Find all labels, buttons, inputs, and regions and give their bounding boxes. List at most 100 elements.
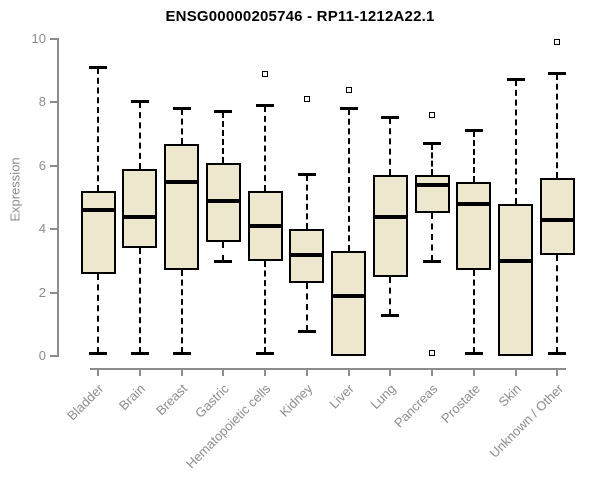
x-tick-mark (347, 368, 350, 376)
y-tick-mark (50, 228, 58, 231)
median-line (414, 182, 450, 187)
upper-whisker-cap (130, 100, 149, 104)
outlier-point (303, 96, 310, 103)
x-category-label: Lung (367, 381, 399, 413)
x-tick-mark (389, 368, 392, 376)
median-line (289, 252, 325, 257)
upper-whisker-cap (464, 128, 483, 132)
y-tick-mark (50, 38, 58, 40)
x-tick-mark (431, 368, 434, 376)
upper-whisker-line (222, 111, 225, 163)
box (456, 181, 492, 271)
box (414, 175, 450, 214)
box (331, 251, 367, 356)
x-category-label: Prostate (437, 381, 483, 426)
lower-whisker-cap (381, 313, 400, 317)
median-line (372, 214, 408, 219)
outlier-point (345, 86, 352, 93)
median-line (247, 224, 283, 229)
x-category-label: Pancreas (391, 381, 441, 431)
box (539, 178, 575, 255)
y-tick-mark (50, 164, 58, 167)
x-tick-mark (556, 368, 559, 376)
y-tick-label: 10 (31, 31, 46, 46)
lower-whisker-line (472, 270, 475, 353)
x-axis-line (90, 368, 566, 370)
lower-whisker-cap (464, 351, 483, 355)
upper-whisker-line (138, 102, 141, 169)
median-line (539, 217, 575, 222)
lower-whisker-cap (89, 351, 107, 355)
lower-whisker-line (431, 213, 434, 261)
upper-whisker-cap (172, 106, 191, 110)
upper-whisker-line (97, 67, 99, 192)
upper-whisker-line (431, 143, 434, 176)
median-line (205, 198, 241, 203)
box (372, 175, 408, 277)
lower-whisker-line (138, 248, 141, 353)
lower-whisker-line (556, 254, 559, 353)
lower-whisker-cap (256, 351, 275, 355)
upper-whisker-line (264, 105, 267, 192)
upper-whisker-line (347, 108, 350, 252)
lower-whisker-cap (297, 329, 316, 333)
upper-whisker-line (472, 130, 475, 182)
upper-whisker-line (389, 118, 392, 176)
x-category-label: Skin (495, 381, 525, 410)
median-line (331, 293, 367, 298)
median-line (80, 208, 116, 213)
y-tick-label: 4 (38, 221, 46, 237)
outlier-point (429, 112, 436, 119)
upper-whisker-cap (339, 106, 358, 110)
lower-whisker-line (97, 273, 99, 353)
lower-whisker-line (305, 283, 308, 331)
lower-whisker-line (264, 260, 267, 353)
x-tick-mark (514, 368, 517, 376)
box (80, 191, 116, 274)
x-category-label: Kidney (276, 381, 316, 420)
x-tick-mark (264, 368, 267, 376)
y-axis-line (57, 38, 59, 357)
y-tick-label: 8 (38, 94, 46, 110)
y-axis-label: Expression (7, 157, 23, 222)
upper-whisker-cap (214, 109, 233, 113)
chart-title: ENSG00000205746 - RP11-1212A22.1 (165, 8, 435, 25)
upper-whisker-line (180, 108, 183, 144)
y-tick-label: 0 (38, 348, 46, 363)
lower-whisker-line (222, 241, 225, 261)
median-line (122, 214, 158, 219)
x-tick-mark (180, 368, 183, 376)
x-tick-mark (138, 368, 141, 376)
x-category-label: Unknown / Other (486, 381, 567, 461)
x-tick-mark (97, 368, 99, 376)
upper-whisker-cap (256, 103, 275, 107)
y-tick-label: 2 (38, 284, 46, 300)
median-line (456, 201, 492, 206)
x-tick-mark (305, 368, 308, 376)
x-category-label: Liver (326, 381, 358, 412)
upper-whisker-line (305, 175, 308, 230)
y-tick-mark (50, 291, 58, 294)
x-tick-mark (472, 368, 475, 376)
upper-whisker-cap (506, 78, 525, 82)
lower-whisker-cap (214, 259, 233, 263)
outlier-point (262, 70, 269, 77)
median-line (164, 179, 200, 184)
y-tick-label: 6 (38, 157, 46, 173)
upper-whisker-cap (381, 116, 400, 120)
x-tick-mark (222, 368, 225, 376)
lower-whisker-cap (548, 351, 567, 355)
median-line (498, 258, 534, 263)
upper-whisker-cap (423, 141, 442, 145)
box (122, 168, 158, 249)
lower-whisker-line (180, 270, 183, 353)
x-category-label: Bladder (64, 381, 107, 424)
upper-whisker-line (514, 80, 517, 204)
x-category-label: Gastric (192, 381, 232, 421)
outlier-point (554, 39, 561, 46)
y-tick-mark (50, 101, 58, 104)
box (498, 203, 534, 356)
lower-whisker-line (389, 276, 392, 315)
box (164, 143, 200, 271)
